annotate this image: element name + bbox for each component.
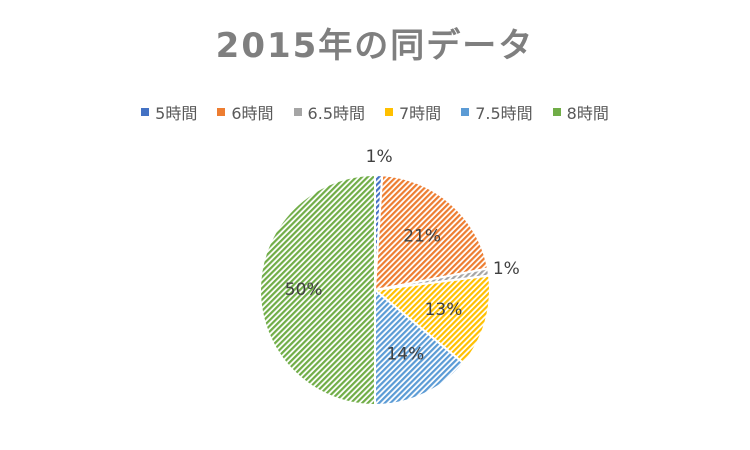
legend-swatch — [552, 108, 561, 116]
data-label: 14% — [386, 345, 424, 365]
legend-swatch — [385, 108, 393, 116]
pie-slice — [372, 274, 491, 365]
data-label: 13% — [425, 300, 463, 320]
legend-label: 5時間 — [155, 104, 198, 123]
data-label: 1% — [366, 147, 393, 167]
legend-item: 8時間 — [552, 100, 609, 124]
pie-slice — [259, 173, 376, 407]
legend-label: 6.5時間 — [307, 104, 365, 123]
legend-swatch — [217, 108, 226, 116]
legend-item: 6時間 — [217, 100, 274, 124]
data-label: 21% — [403, 227, 441, 247]
legend-label: 8時間 — [566, 104, 609, 123]
legend-label: 7.5時間 — [475, 104, 533, 123]
chart-title: 2015年の同データ — [215, 26, 535, 66]
data-label: 50% — [285, 280, 323, 300]
legend-swatch — [141, 108, 150, 116]
pie-slice — [374, 287, 466, 407]
legend-label: 6時間 — [231, 104, 274, 123]
legend-item: 6.5時間 — [293, 100, 365, 124]
legend-item: 5時間 — [141, 100, 197, 124]
legend-label: 7時間 — [399, 104, 442, 123]
legend-item: 7時間 — [385, 100, 441, 124]
legend-item: 7.5時間 — [461, 100, 533, 124]
pie-slice — [373, 174, 490, 292]
data-label: 1% — [493, 259, 520, 279]
legend: 5時間 6時間 6.5時間 7時間 7.5時間 8時間 — [0, 100, 750, 124]
legend-swatch — [293, 108, 302, 116]
legend-swatch — [461, 108, 470, 116]
